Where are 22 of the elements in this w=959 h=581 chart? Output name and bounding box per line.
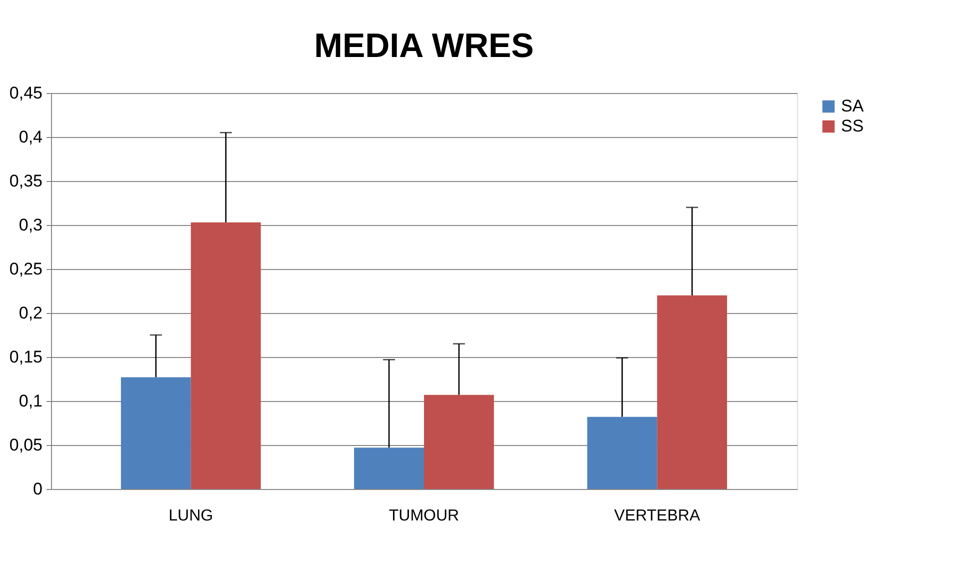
bar: [120, 377, 191, 489]
chart-title: MEDIA WRES: [314, 27, 534, 65]
y-tick-label: 0,45: [9, 84, 42, 102]
y-tick-label: 0: [33, 480, 42, 498]
x-tick-label: VERTEBRA: [614, 508, 700, 524]
bar: [354, 448, 424, 489]
y-tick-label: 0,1: [18, 392, 42, 410]
x-tick-label: LUNG: [168, 508, 214, 524]
bar: [190, 222, 261, 489]
bar: [424, 394, 494, 489]
legend-label: SA: [841, 96, 864, 116]
y-tick-label: 0,15: [9, 348, 42, 366]
y-tick-label: 0,25: [9, 260, 42, 278]
legend-label: SS: [841, 116, 864, 136]
y-tick-label: 0,3: [18, 216, 42, 234]
bar: [657, 295, 728, 489]
y-tick-label: 0,2: [18, 304, 42, 322]
y-tick-label: 0,05: [9, 436, 42, 454]
y-tick-label: 0,35: [9, 172, 42, 190]
y-tick-label: 0,4: [18, 128, 42, 146]
bar: [587, 416, 658, 489]
x-tick-label: TUMOUR: [388, 508, 460, 524]
